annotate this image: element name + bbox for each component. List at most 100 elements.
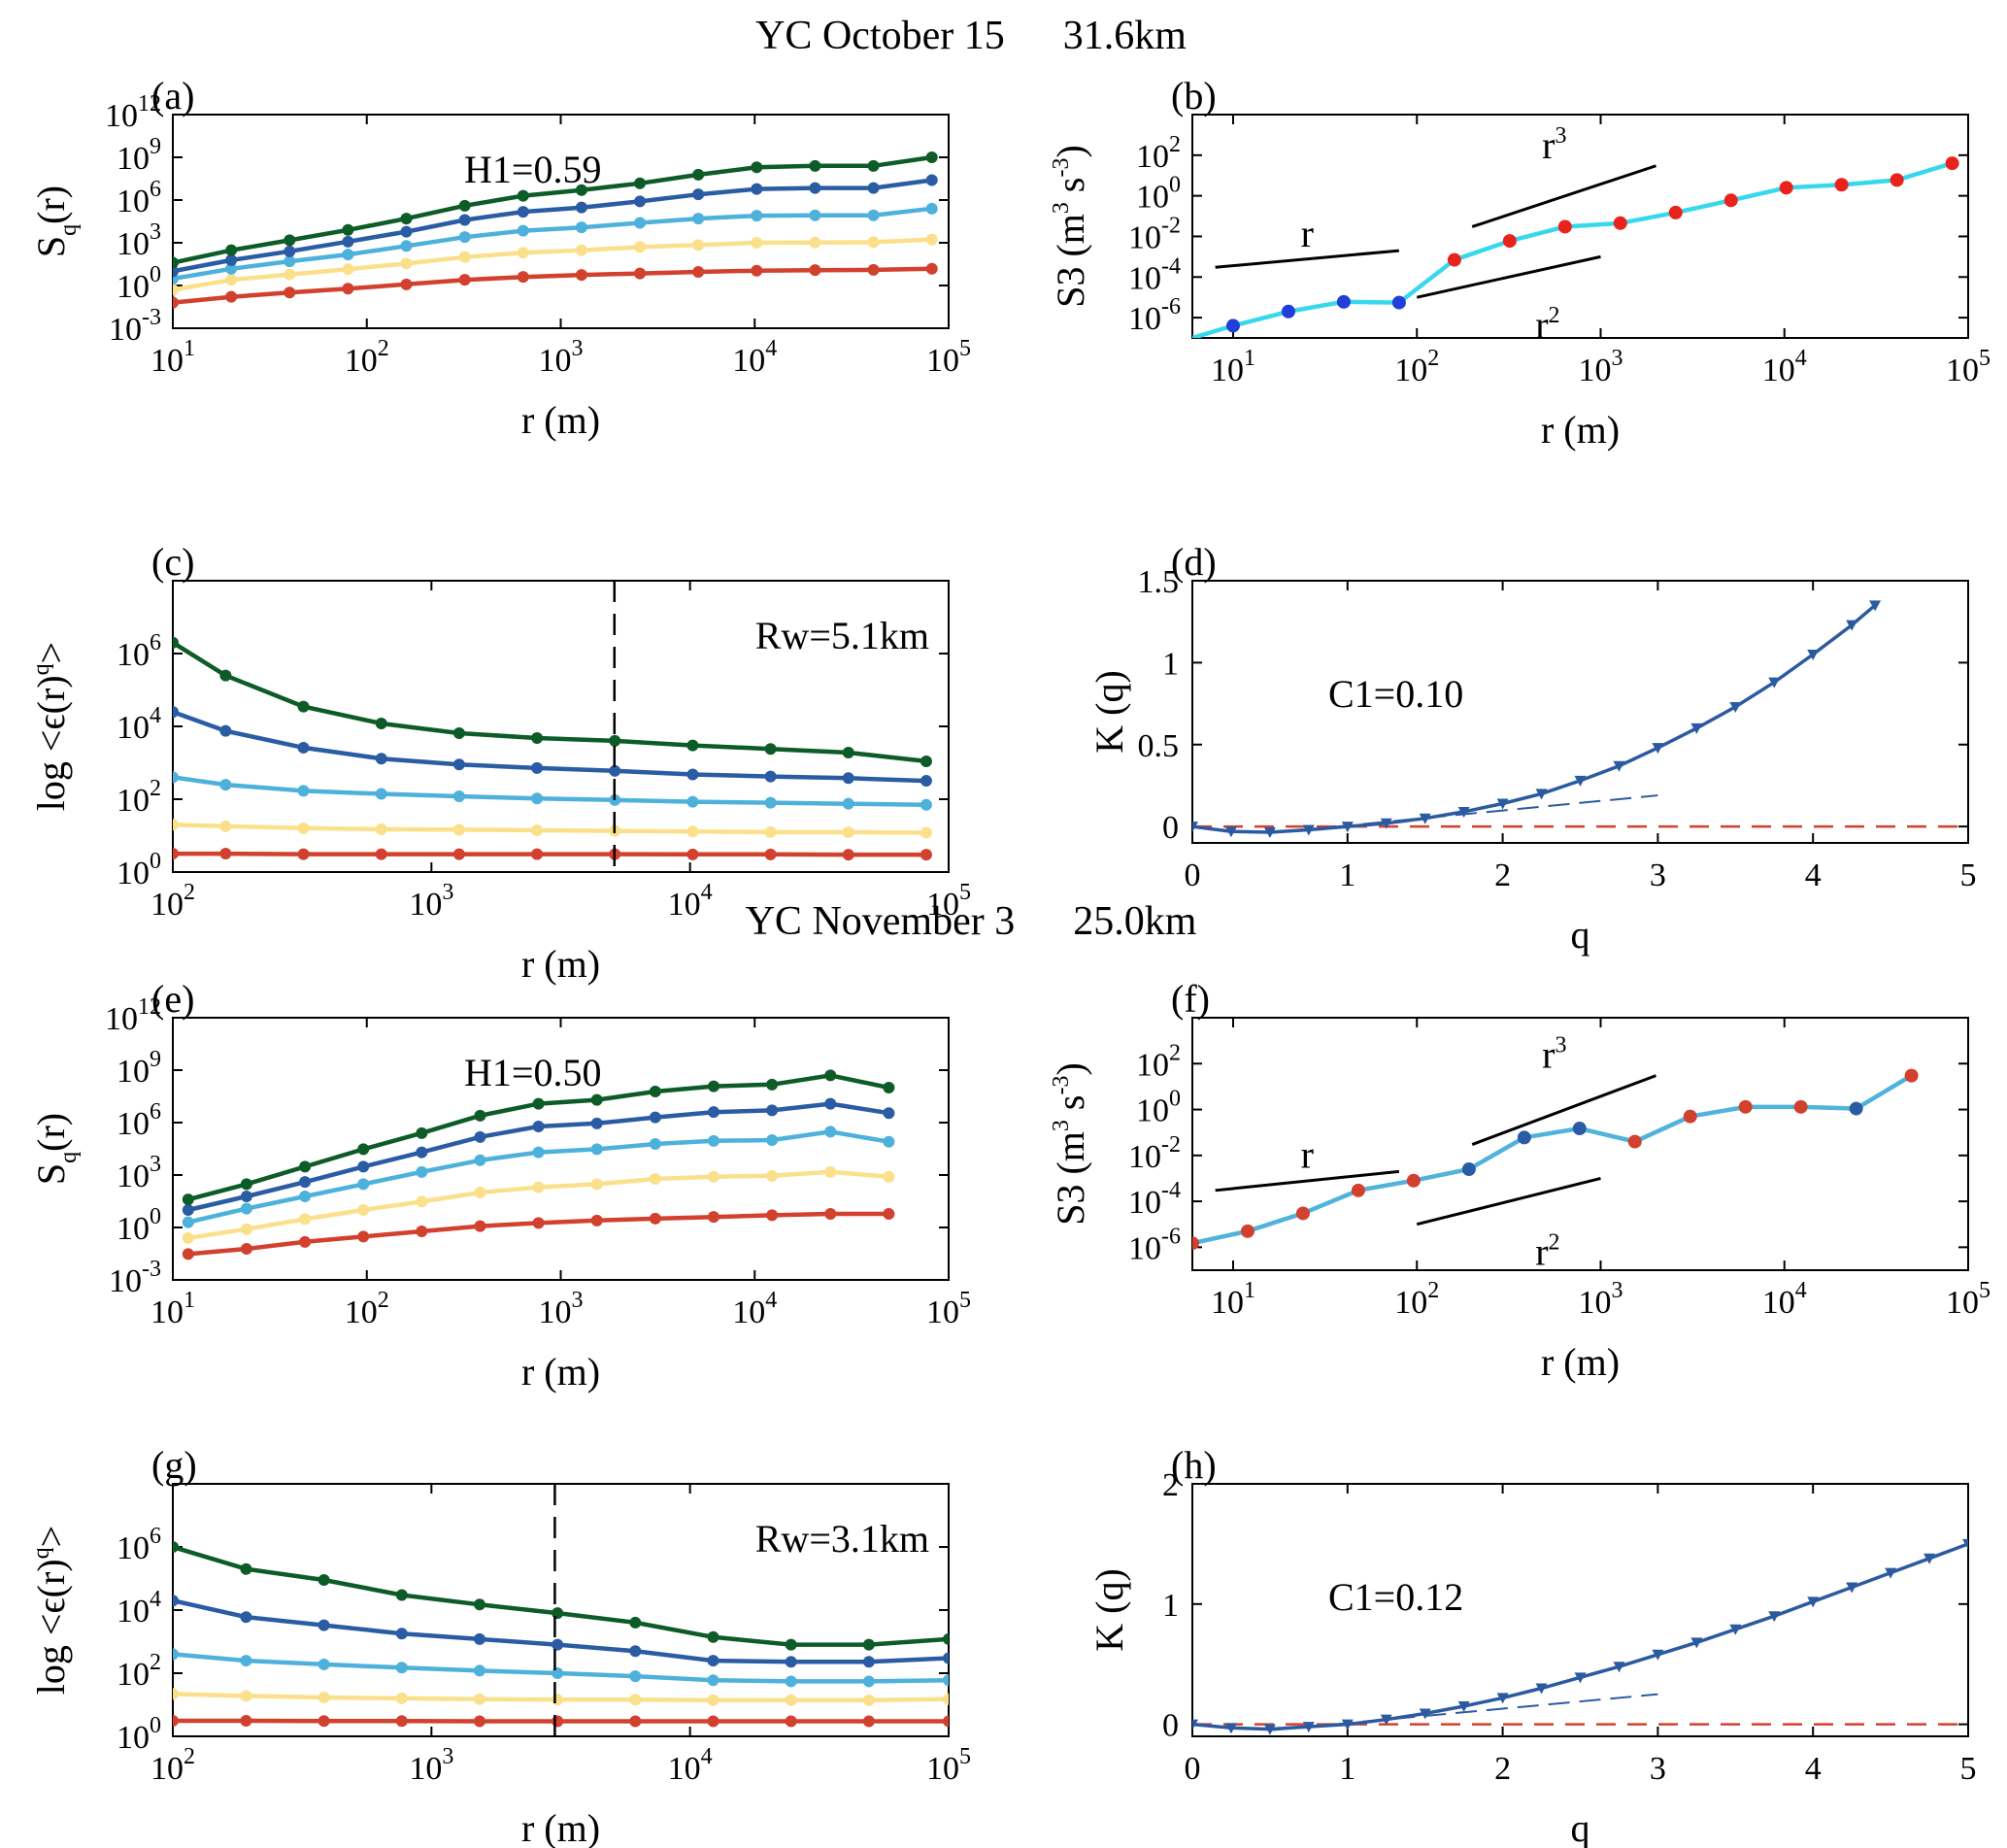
data-point-q5	[473, 1598, 485, 1611]
slope-line	[1416, 1176, 1601, 1226]
kq-marker	[1652, 743, 1664, 755]
data-point-q4	[575, 201, 587, 214]
data-point-q1	[173, 1715, 179, 1728]
kq-marker	[1457, 806, 1470, 818]
panel-d: (d) 0 1 2 3 4 5 0 0.5 1 1.5 q K (q) C1=0.10	[1087, 540, 1977, 957]
data-point-q3	[824, 1126, 837, 1138]
data-point-q5	[867, 159, 880, 172]
y-tick-label: 102	[1136, 1040, 1181, 1083]
data-point-q2	[842, 825, 854, 838]
data-point-q4	[785, 1656, 797, 1668]
y-tick-label: 1012	[105, 91, 161, 134]
x-tick-label: 0	[1185, 1751, 1201, 1787]
x-tick-label: 101	[1211, 1278, 1255, 1321]
data-point-q4	[173, 1595, 179, 1607]
x-tick-label: 103	[1578, 1278, 1622, 1321]
data-point-q4	[943, 1652, 949, 1664]
data-point-q5	[629, 1616, 642, 1629]
kq-marker	[1419, 813, 1431, 824]
data-point-q5	[883, 1082, 895, 1093]
data-point-q1	[473, 1715, 485, 1728]
data-point-q5	[284, 234, 296, 247]
data-point-q2	[240, 1223, 252, 1235]
data-point-q3	[686, 795, 699, 808]
y-tick-label: 106	[117, 1099, 161, 1142]
data-point-q4	[318, 1619, 330, 1631]
y-tick-label: 106	[117, 177, 161, 219]
x-tick-label: 105	[926, 1288, 971, 1330]
data-point-q2	[531, 824, 544, 837]
y-tick-label: 102	[1136, 132, 1181, 175]
data-point-q3	[182, 1216, 194, 1228]
data-point-q4	[375, 753, 387, 765]
data-point-q1	[225, 290, 238, 303]
y-tick-label: 0.5	[1138, 728, 1180, 764]
y-axis-label: log <ϵ(r)q>	[29, 642, 73, 811]
kq-marker	[1869, 600, 1882, 612]
data-point-q4	[707, 1106, 719, 1119]
data-point-q1	[532, 1217, 545, 1229]
data-point-q5	[692, 168, 705, 181]
axes-frame	[1191, 114, 1969, 339]
data-point-q3	[357, 1178, 370, 1191]
annotation: H1=0.59	[464, 148, 601, 191]
y-tick-label: 100	[1136, 1087, 1181, 1129]
s3-point	[1447, 252, 1461, 267]
data-point-q3	[219, 779, 232, 791]
data-point-q4	[225, 253, 238, 266]
data-point-q5	[531, 731, 544, 744]
y-tick-label: 10-6	[1128, 294, 1181, 337]
data-point-q4	[686, 768, 699, 781]
data-point-q1	[575, 269, 587, 282]
data-point-q2	[182, 1231, 194, 1244]
data-point-q5	[219, 669, 232, 682]
data-point-q3	[474, 1154, 486, 1166]
annotation: Rw=3.1km	[755, 1517, 929, 1561]
data-point-q5	[173, 1541, 179, 1553]
plot-area	[173, 581, 932, 872]
s3-point	[1240, 1224, 1254, 1238]
data-point-q1	[458, 274, 471, 286]
y-tick-label: 10-3	[109, 305, 161, 348]
kq-marker	[1729, 1624, 1742, 1635]
data-point-q4	[824, 1097, 837, 1110]
data-point-q1	[943, 1715, 949, 1728]
data-point-q2	[517, 247, 529, 259]
data-point-q1	[707, 1715, 719, 1728]
kq-marker	[1263, 827, 1276, 839]
data-point-q5	[416, 1126, 428, 1139]
kq-marker	[1302, 824, 1315, 836]
axes-frame	[1191, 1483, 1969, 1737]
data-point-q5	[764, 743, 777, 756]
data-point-q2	[357, 1204, 370, 1216]
panel-label: (f)	[1171, 977, 1210, 1021]
kq-marker	[1263, 1724, 1276, 1735]
data-point-q2	[173, 819, 179, 831]
data-point-q3	[707, 1674, 719, 1687]
data-point-q1	[925, 262, 938, 275]
plot-area	[182, 1069, 895, 1260]
s3-point	[1738, 1099, 1753, 1114]
data-point-q3	[634, 217, 647, 229]
data-point-q1	[842, 849, 854, 861]
kq-marker	[1192, 1719, 1198, 1730]
data-point-q5	[318, 1573, 330, 1586]
x-axis-label: q	[1571, 1806, 1590, 1848]
y-tick-label: 0	[1162, 1708, 1179, 1744]
data-point-q4	[173, 706, 179, 719]
y-tick-label: 109	[117, 1047, 161, 1090]
data-point-q2	[416, 1195, 428, 1208]
x-tick-label: 104	[1762, 346, 1807, 388]
data-point-q1	[824, 1207, 837, 1220]
data-point-q2	[173, 284, 179, 296]
data-point-q2	[925, 233, 938, 246]
data-point-q4	[297, 741, 310, 754]
annotation: Rw=5.1km	[755, 614, 929, 657]
data-point-q2	[707, 1170, 719, 1183]
data-point-q2	[297, 822, 310, 834]
data-point-q1	[240, 1242, 252, 1255]
x-tick-label: 2	[1494, 1751, 1511, 1787]
x-tick-label: 102	[345, 1288, 389, 1330]
data-point-q1	[318, 1715, 330, 1728]
